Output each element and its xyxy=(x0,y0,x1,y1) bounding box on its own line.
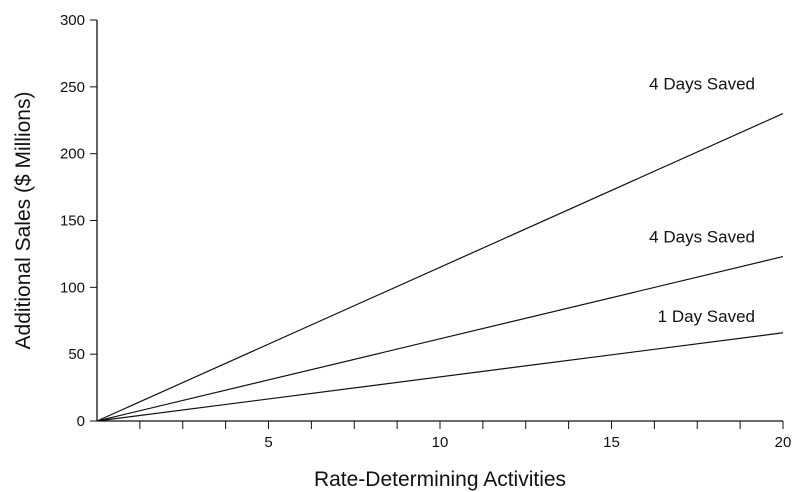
series-label: 4 Days Saved xyxy=(649,228,755,247)
x-tick-label: 20 xyxy=(775,434,792,451)
y-ticks: 0 50 100 150 200 250 300 xyxy=(60,12,97,430)
x-tick-label: 10 xyxy=(432,434,449,451)
y-tick-label: 300 xyxy=(60,12,85,29)
series-line xyxy=(96,113,784,422)
y-tick-label: 100 xyxy=(60,279,85,296)
y-tick-label: 250 xyxy=(60,79,85,96)
x-axis-title: Rate-Determining Activities xyxy=(314,468,566,491)
x-ticks: 5 10 15 20 xyxy=(139,421,792,451)
series-label: 4 Days Saved xyxy=(649,75,755,94)
y-tick-label: 200 xyxy=(60,146,85,163)
x-tick-label: 5 xyxy=(264,434,272,451)
y-tick-label: 150 xyxy=(60,213,85,230)
series-line xyxy=(96,256,784,422)
y-tick-label: 50 xyxy=(68,346,85,363)
x-tick-label: 15 xyxy=(603,434,620,451)
series-label: 1 Day Saved xyxy=(658,307,755,326)
series-lines: 4 Days Saved 4 Days Saved 1 Day Saved xyxy=(96,75,784,422)
series-line xyxy=(96,332,784,422)
y-axis-title: Additional Sales ($ Millions) xyxy=(12,92,35,350)
y-tick-label: 0 xyxy=(77,413,85,430)
